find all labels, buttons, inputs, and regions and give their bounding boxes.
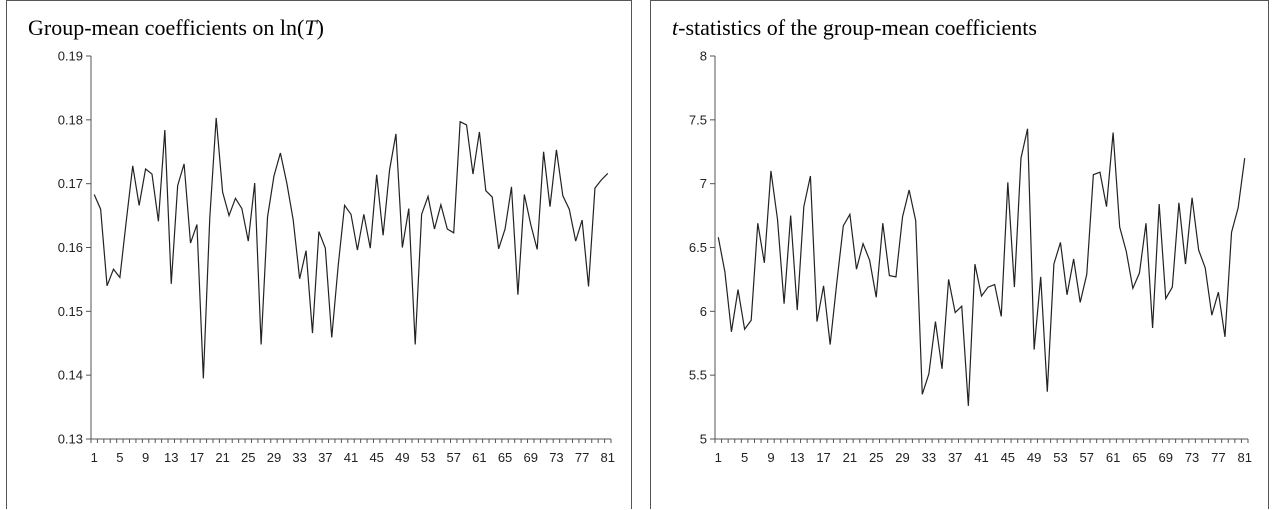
chart-panel-t-statistics: t-statistics of the group-mean coefficie… — [650, 0, 1269, 509]
x-tick-label: 9 — [767, 450, 774, 465]
y-tick-label: 6 — [700, 304, 707, 319]
x-tick-label: 33 — [922, 450, 936, 465]
x-tick-label: 17 — [816, 450, 830, 465]
series-line — [718, 129, 1244, 406]
x-tick-label: 61 — [1106, 450, 1120, 465]
y-tick-label: 8 — [700, 49, 707, 64]
y-tick-label: 0.17 — [58, 176, 83, 191]
y-tick-label: 0.18 — [58, 112, 83, 127]
x-tick-label: 13 — [790, 450, 804, 465]
x-tick-label: 69 — [524, 450, 538, 465]
x-tick-label: 29 — [267, 450, 281, 465]
x-tick-label: 53 — [421, 450, 435, 465]
y-tick-label: 0.14 — [58, 368, 83, 383]
series-line — [94, 118, 608, 378]
y-tick-label: 0.16 — [58, 240, 83, 255]
x-tick-label: 5 — [116, 450, 123, 465]
x-tick-label: 73 — [549, 450, 563, 465]
x-tick-label: 77 — [1211, 450, 1225, 465]
y-tick-label: 0.19 — [58, 49, 83, 64]
x-tick-label: 21 — [843, 450, 857, 465]
x-tick-label: 49 — [1027, 450, 1041, 465]
x-tick-label: 49 — [395, 450, 409, 465]
x-tick-label: 9 — [142, 450, 149, 465]
x-tick-label: 41 — [344, 450, 358, 465]
line-chart-coefficients: 0.13 0.14 0.15 0.16 0.17 0.18 0.19 1 5 9 13 17 21 25 2… — [7, 1, 633, 510]
x-tick-label: 77 — [575, 450, 589, 465]
x-tick-label: 37 — [948, 450, 962, 465]
x-tick-label: 41 — [974, 450, 988, 465]
x-tick-label: 33 — [292, 450, 306, 465]
x-tick-label: 5 — [741, 450, 748, 465]
y-tick-label: 7.5 — [689, 112, 707, 127]
x-tick-label: 57 — [446, 450, 460, 465]
x-tick-label: 53 — [1053, 450, 1067, 465]
x-tick-label: 65 — [498, 450, 512, 465]
x-tick-label: 25 — [241, 450, 255, 465]
x-tick-label: 69 — [1159, 450, 1173, 465]
x-tick-label: 45 — [369, 450, 383, 465]
x-tick-label: 13 — [164, 450, 178, 465]
x-tick-label: 17 — [190, 450, 204, 465]
y-tick-label: 5.5 — [689, 368, 707, 383]
x-tick-label: 57 — [1080, 450, 1094, 465]
x-tick-label: 25 — [869, 450, 883, 465]
x-tick-label: 81 — [1237, 450, 1251, 465]
x-tick-label: 1 — [715, 450, 722, 465]
x-tick-label: 73 — [1185, 450, 1199, 465]
x-tick-label: 81 — [601, 450, 615, 465]
x-tick-label: 45 — [1001, 450, 1015, 465]
y-tick-label: 0.15 — [58, 304, 83, 319]
y-tick-label: 6.5 — [689, 240, 707, 255]
y-tick-label: 5 — [700, 432, 707, 447]
y-tick-label: 7 — [700, 176, 707, 191]
x-tick-label: 61 — [472, 450, 486, 465]
x-tick-label: 37 — [318, 450, 332, 465]
x-tick-label: 65 — [1132, 450, 1146, 465]
x-tick-label: 29 — [895, 450, 909, 465]
x-tick-label: 1 — [91, 450, 98, 465]
x-tick-label: 21 — [215, 450, 229, 465]
y-tick-label: 0.13 — [58, 432, 83, 447]
